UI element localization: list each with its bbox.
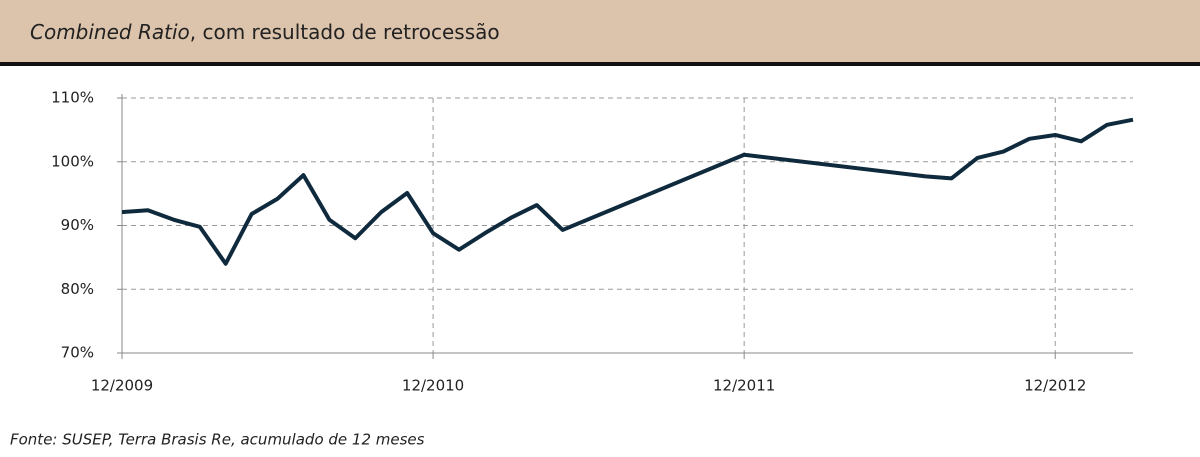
title-text: , com resultado de retrocessão bbox=[190, 20, 500, 44]
y-tick-label: 80% bbox=[61, 280, 94, 298]
x-tick-label: 12/2010 bbox=[402, 377, 464, 395]
x-tick-label: 12/2012 bbox=[1024, 377, 1086, 395]
y-tick-label: 100% bbox=[51, 152, 94, 170]
y-tick-label: 90% bbox=[61, 216, 94, 234]
y-tick-label: 110% bbox=[51, 89, 94, 107]
x-tick-label: 12/2011 bbox=[713, 377, 775, 395]
title-emphasis: Combined Ratio bbox=[30, 20, 190, 44]
y-tick-label: 70% bbox=[61, 344, 94, 362]
source-note: Fonte: SUSEP, Terra Brasis Re, acumulado… bbox=[10, 431, 425, 449]
data-line bbox=[121, 117, 1134, 266]
x-tick-label: 12/2009 bbox=[91, 377, 153, 395]
chart-title: Combined Ratio, com resultado de retroce… bbox=[30, 20, 500, 44]
header-rule bbox=[0, 62, 1200, 66]
header-band bbox=[0, 0, 1200, 62]
